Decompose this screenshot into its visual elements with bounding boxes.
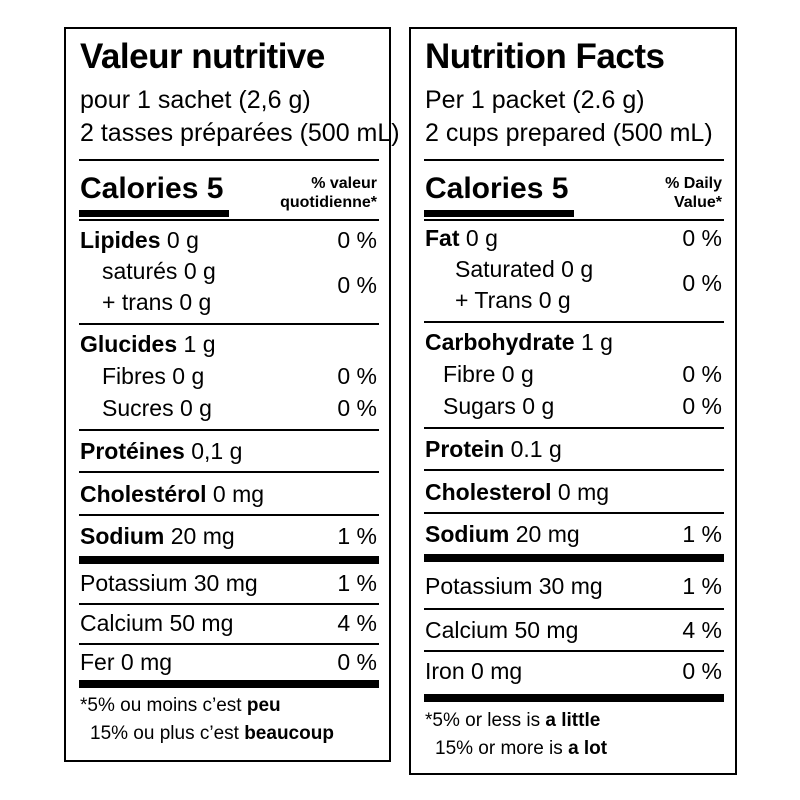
- sat-trans-dv: 0 %: [337, 272, 377, 298]
- english-nutrition-panel: Nutrition Facts Per 1 packet (2.6 g) 2 c…: [409, 27, 737, 775]
- serving-size: Per 1 packet (2.6 g): [425, 86, 645, 114]
- sodium-dv: 1 %: [337, 523, 377, 549]
- potassium-dv: 1 %: [682, 573, 722, 599]
- potassium-row: Potassium 30 mg: [80, 570, 258, 596]
- fat-row: Lipides 0 g: [80, 227, 199, 253]
- sugars-row: Sucres 0 g: [102, 395, 212, 421]
- protein-row: Protéines 0,1 g: [80, 438, 243, 464]
- footnote-line-2: 15% or more is a lot: [435, 738, 608, 759]
- sugars-dv: 0 %: [682, 393, 722, 419]
- panel-title: Nutrition Facts: [425, 37, 665, 76]
- divider: [79, 643, 379, 645]
- divider: [424, 512, 724, 514]
- footnote-line-2: 15% ou plus c’est beaucoup: [90, 723, 334, 744]
- potassium-dv: 1 %: [337, 570, 377, 596]
- sugars-row: Sugars 0 g: [443, 393, 555, 419]
- calories-label: Calories 5: [80, 172, 224, 205]
- daily-value-header: % Daily Value*: [665, 175, 722, 211]
- calcium-row: Calcium 50 mg: [80, 610, 234, 636]
- fat-dv: 0 %: [337, 227, 377, 253]
- serving-prepared: 2 cups prepared (500 mL): [425, 119, 713, 147]
- daily-value-header: % valeur quotidienne*: [280, 175, 377, 211]
- serving-size: pour 1 sachet (2,6 g): [80, 86, 311, 114]
- divider: [79, 471, 379, 473]
- calcium-row: Calcium 50 mg: [425, 617, 579, 643]
- divider: [79, 219, 379, 221]
- fibre-row: Fibre 0 g: [443, 361, 534, 387]
- divider: [79, 514, 379, 516]
- divider: [79, 323, 379, 325]
- divider: [424, 608, 724, 610]
- cholesterol-row: Cholestérol 0 mg: [80, 481, 265, 507]
- carbohydrate-row: Glucides 1 g: [80, 331, 216, 357]
- divider: [424, 650, 724, 652]
- fibre-dv: 0 %: [682, 361, 722, 387]
- cholesterol-row: Cholesterol 0 mg: [425, 479, 610, 505]
- fibre-dv: 0 %: [337, 363, 377, 389]
- french-nutrition-panel: Valeur nutritive pour 1 sachet (2,6 g) 2…: [64, 27, 400, 762]
- calories-label: Calories 5: [425, 172, 569, 205]
- iron-row: Fer 0 mg: [80, 649, 173, 675]
- divider: [424, 321, 724, 323]
- sodium-row: Sodium 20 mg: [80, 523, 235, 549]
- panel-title: Valeur nutritive: [80, 37, 325, 76]
- calories-underline: [424, 210, 574, 217]
- serving-prepared: 2 tasses préparées (500 mL): [80, 119, 400, 147]
- carbohydrate-row: Carbohydrate 1 g: [425, 329, 613, 355]
- divider: [79, 159, 379, 161]
- iron-dv: 0 %: [337, 649, 377, 675]
- potassium-row: Potassium 30 mg: [425, 573, 603, 599]
- thick-divider: [424, 554, 724, 562]
- protein-row: Protein 0.1 g: [425, 436, 562, 462]
- iron-row: Iron 0 mg: [425, 658, 523, 684]
- calcium-dv: 4 %: [337, 610, 377, 636]
- divider: [79, 603, 379, 605]
- fat-dv: 0 %: [682, 225, 722, 251]
- sat-trans-dv: 0 %: [682, 270, 722, 296]
- sodium-row: Sodium 20 mg: [425, 521, 580, 547]
- divider: [424, 427, 724, 429]
- sugars-dv: 0 %: [337, 395, 377, 421]
- iron-dv: 0 %: [682, 658, 722, 684]
- calcium-dv: 4 %: [682, 617, 722, 643]
- footnote-line-1: *5% or less is a little: [425, 710, 601, 731]
- thick-divider: [79, 556, 379, 564]
- fibre-row: Fibres 0 g: [102, 363, 205, 389]
- divider: [424, 469, 724, 471]
- fat-row: Fat 0 g: [425, 225, 498, 251]
- saturated-row: saturés 0 g: [102, 258, 216, 284]
- thick-divider: [424, 694, 724, 702]
- sodium-dv: 1 %: [682, 521, 722, 547]
- divider: [79, 429, 379, 431]
- divider: [424, 159, 724, 161]
- trans-row: + trans 0 g: [102, 289, 212, 315]
- calories-underline: [79, 210, 229, 217]
- trans-row: + Trans 0 g: [455, 287, 571, 313]
- divider: [424, 219, 724, 221]
- footnote-line-1: *5% ou moins c’est peu: [80, 695, 281, 716]
- thick-divider: [79, 680, 379, 688]
- saturated-row: Saturated 0 g: [455, 256, 594, 282]
